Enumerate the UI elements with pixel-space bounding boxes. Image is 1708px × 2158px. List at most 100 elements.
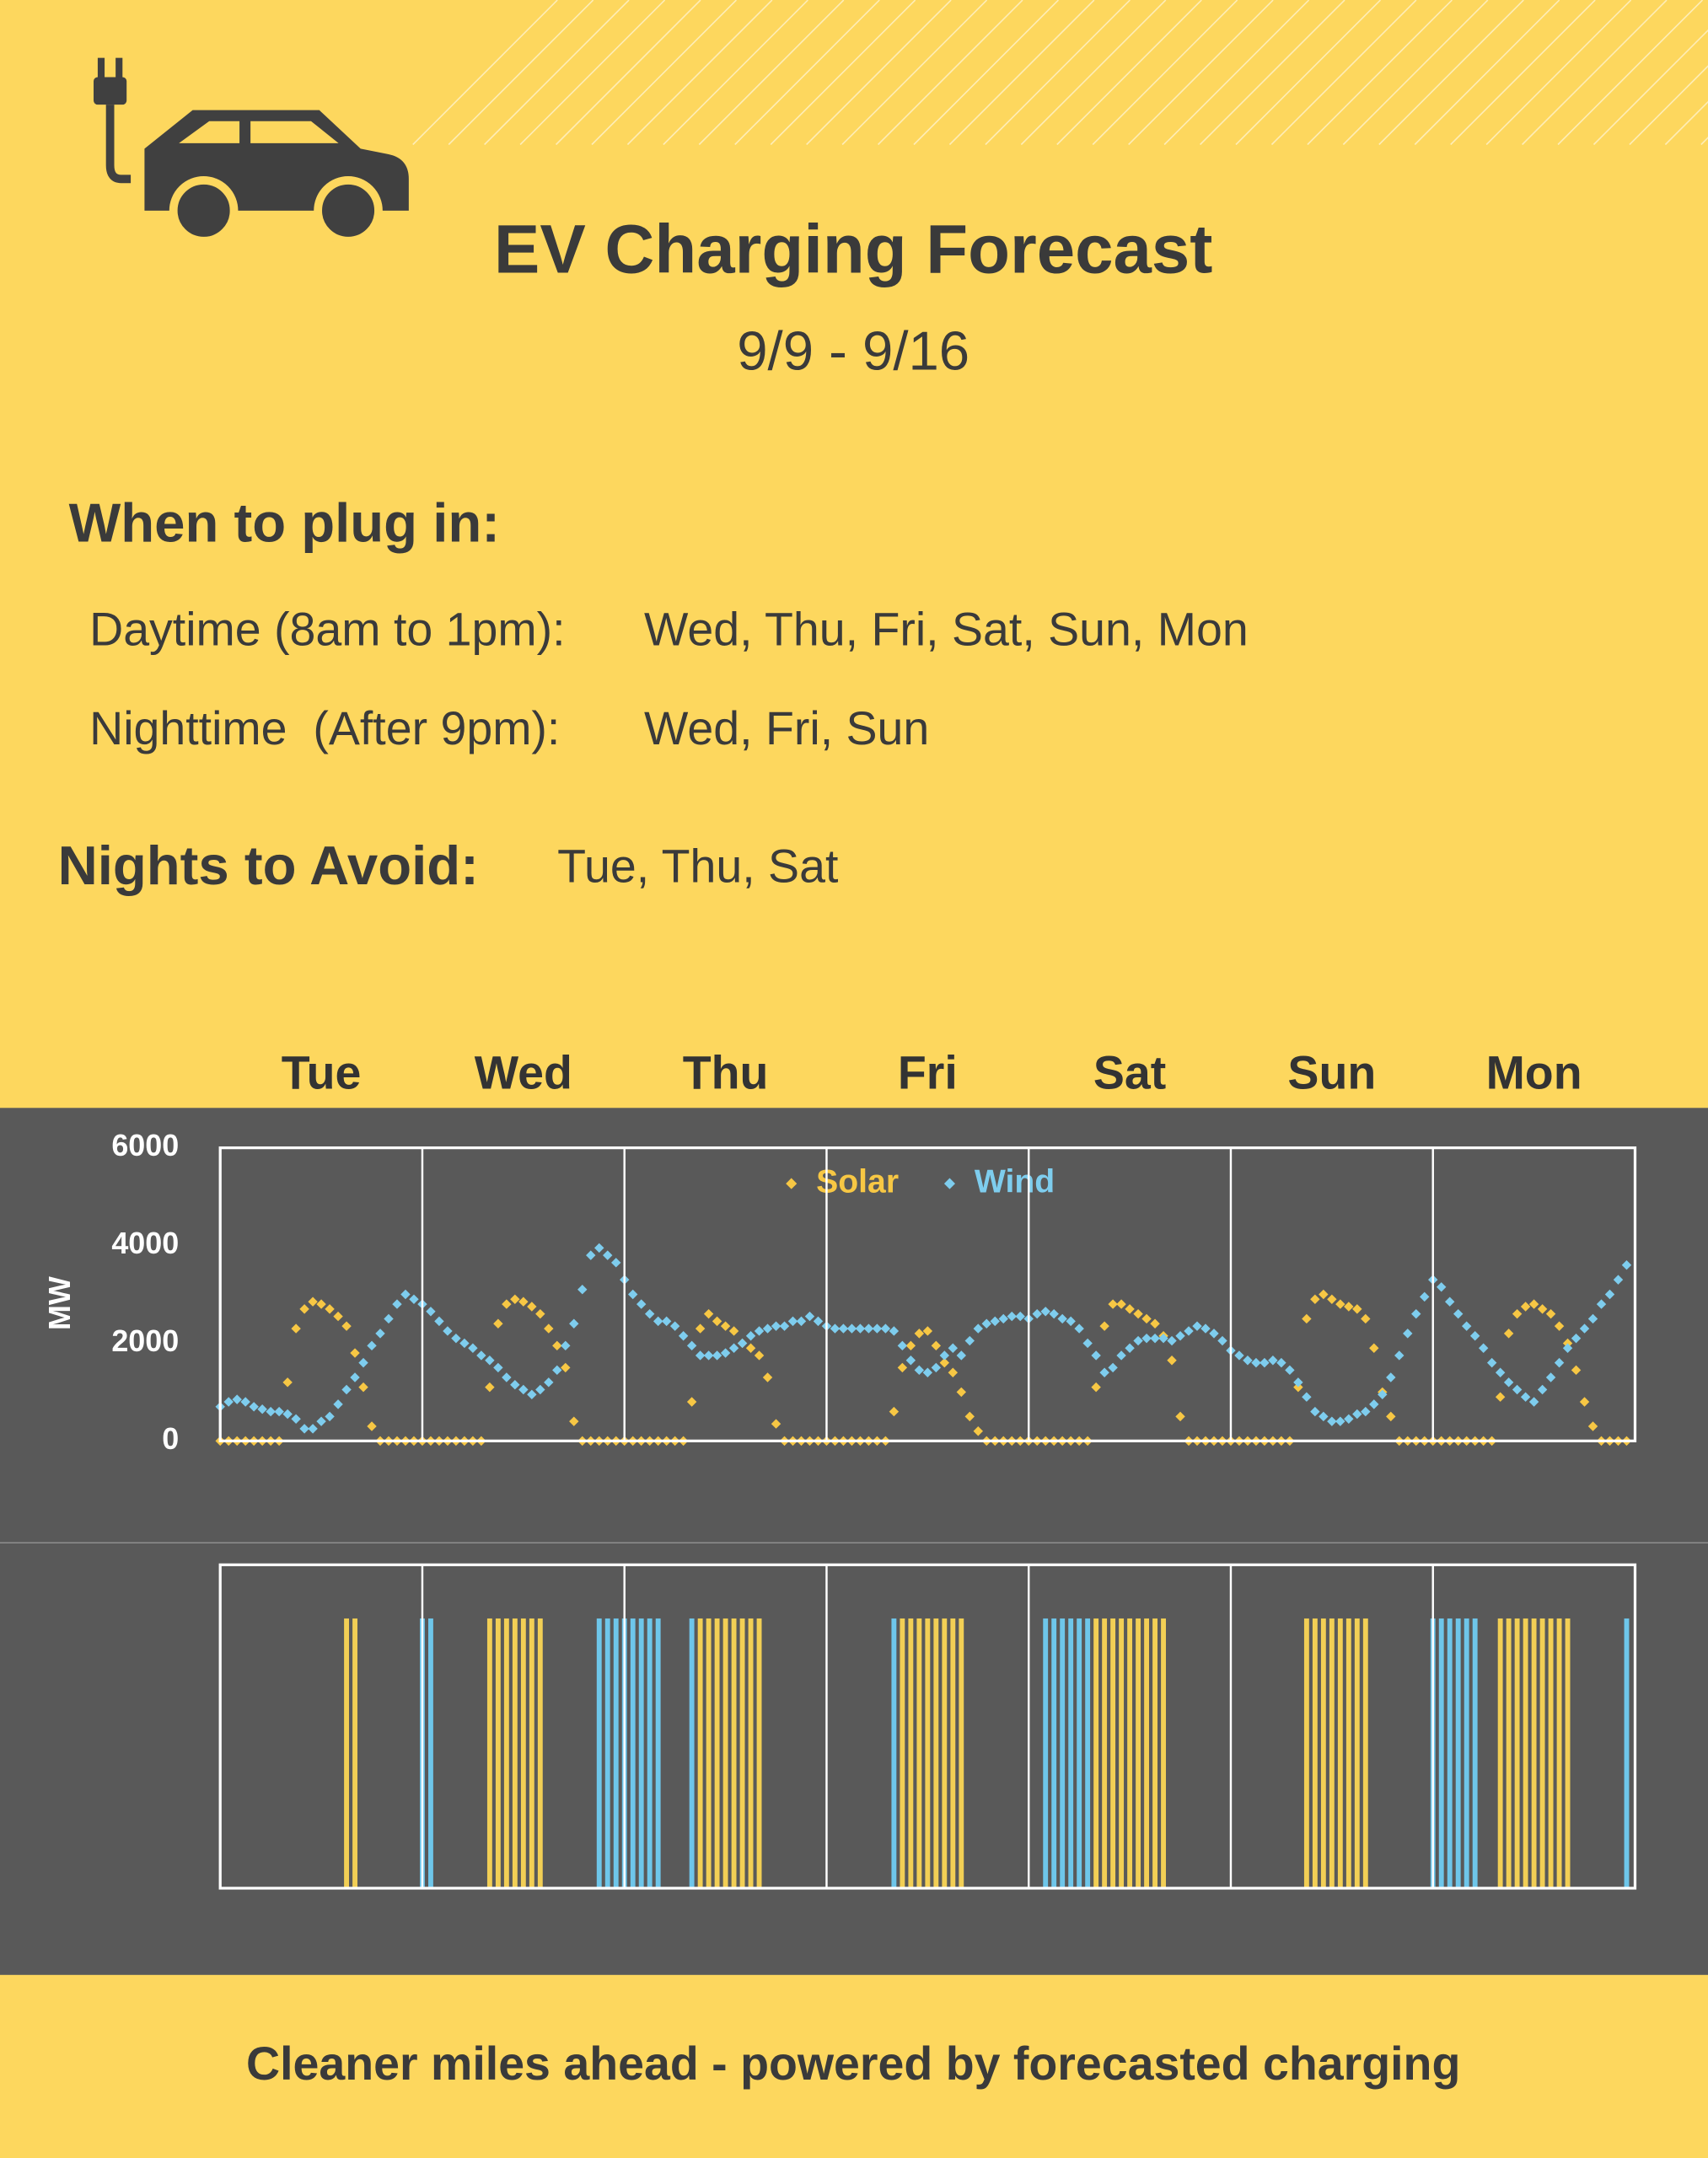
stripe (948, 0, 1095, 146)
plug (94, 77, 127, 105)
data-point (1150, 1318, 1160, 1329)
data-point (426, 1307, 436, 1317)
data-point (771, 1419, 781, 1429)
charge-bar (1354, 1618, 1360, 1888)
data-point (1512, 1384, 1523, 1395)
data-point (1495, 1367, 1506, 1377)
data-point (931, 1362, 942, 1373)
stripe (1557, 0, 1704, 146)
stripe (1270, 0, 1417, 146)
charge-bar (916, 1618, 922, 1888)
data-point (1486, 1357, 1497, 1368)
data-point (577, 1284, 588, 1295)
data-point (804, 1311, 815, 1322)
data-point (990, 1316, 1000, 1327)
charge-bar (933, 1618, 939, 1888)
charge-bar (891, 1618, 897, 1888)
day-label: Sun (1287, 1046, 1376, 1098)
y-tick-label: 6000 (111, 1128, 179, 1162)
stripe (913, 0, 1060, 146)
charge-bar (1345, 1618, 1351, 1888)
data-point (779, 1321, 790, 1331)
car-window (179, 121, 240, 143)
car-window (250, 121, 339, 143)
chart-band (0, 1108, 1708, 1975)
data-point (678, 1331, 689, 1341)
data-point (1361, 1313, 1371, 1324)
data-point (1361, 1406, 1371, 1417)
charge-bar (1497, 1618, 1503, 1888)
charge-bar (1447, 1618, 1453, 1888)
data-point (1015, 1311, 1025, 1322)
charge-bar (512, 1618, 518, 1888)
stripe (734, 0, 880, 146)
charge-bar (647, 1618, 653, 1888)
date-range: 9/9 - 9/16 (737, 320, 969, 382)
stripe (1092, 0, 1238, 146)
charge-bar (1085, 1618, 1091, 1888)
stripe (1378, 0, 1524, 146)
charge-bar (655, 1618, 661, 1888)
stripe (1450, 0, 1596, 146)
data-point (1587, 1313, 1598, 1324)
data-point (1461, 1321, 1472, 1331)
charge-bar (722, 1618, 728, 1888)
data-point (1469, 1331, 1480, 1341)
stripe (877, 0, 1023, 146)
data-point (569, 1318, 579, 1329)
data-point (1528, 1299, 1539, 1309)
charge-bar (731, 1618, 737, 1888)
day-label: Fri (898, 1046, 958, 1098)
stripe (1522, 0, 1668, 146)
day-label: Tue (282, 1046, 362, 1098)
charge-bar (596, 1618, 602, 1888)
data-point (981, 1318, 991, 1329)
charge-bar (537, 1618, 543, 1888)
stripe (1485, 0, 1632, 146)
data-point (1537, 1304, 1548, 1314)
data-point (1141, 1313, 1152, 1324)
charge-bar (1136, 1618, 1141, 1888)
row-label: Daytime (8am to 1pm): (89, 604, 565, 656)
stripe (663, 0, 808, 146)
row-days: Wed, Thu, Fri, Sat, Sun, Mon (644, 604, 1249, 656)
charge-bar (925, 1618, 931, 1888)
charge-bar (1320, 1618, 1326, 1888)
data-point (1495, 1392, 1506, 1402)
charge-bar (486, 1618, 492, 1888)
data-point (1571, 1365, 1582, 1376)
data-point (1175, 1331, 1185, 1341)
data-point (299, 1304, 309, 1314)
charge-bar (900, 1618, 905, 1888)
legend-marker (943, 1178, 955, 1189)
data-point (1251, 1357, 1261, 1368)
data-point (1453, 1308, 1464, 1319)
data-point (1293, 1377, 1303, 1388)
data-point (703, 1308, 714, 1319)
stripe (1664, 100, 1708, 146)
stripe (1200, 0, 1345, 146)
charge-bar (756, 1618, 762, 1888)
data-point (905, 1355, 916, 1366)
stripe (1629, 65, 1708, 146)
data-point (1335, 1416, 1345, 1426)
charge-bar (739, 1618, 745, 1888)
data-point (544, 1377, 554, 1388)
data-point (787, 1316, 798, 1327)
stripe (1056, 0, 1202, 146)
day-label: Wed (475, 1046, 572, 1098)
charge-bar (908, 1618, 914, 1888)
charge-bar (714, 1618, 720, 1888)
data-point (1040, 1307, 1050, 1317)
data-point (712, 1316, 722, 1327)
stripe (484, 0, 630, 146)
charge-bar (604, 1618, 610, 1888)
stripe (519, 0, 666, 146)
day-label: Thu (683, 1046, 769, 1098)
data-point (266, 1406, 276, 1417)
y-tick-label: 4000 (111, 1226, 179, 1260)
plot-frame (218, 1563, 1637, 1890)
data-point (1066, 1316, 1076, 1327)
charge-bar (1464, 1618, 1469, 1888)
stripe (1414, 0, 1560, 146)
